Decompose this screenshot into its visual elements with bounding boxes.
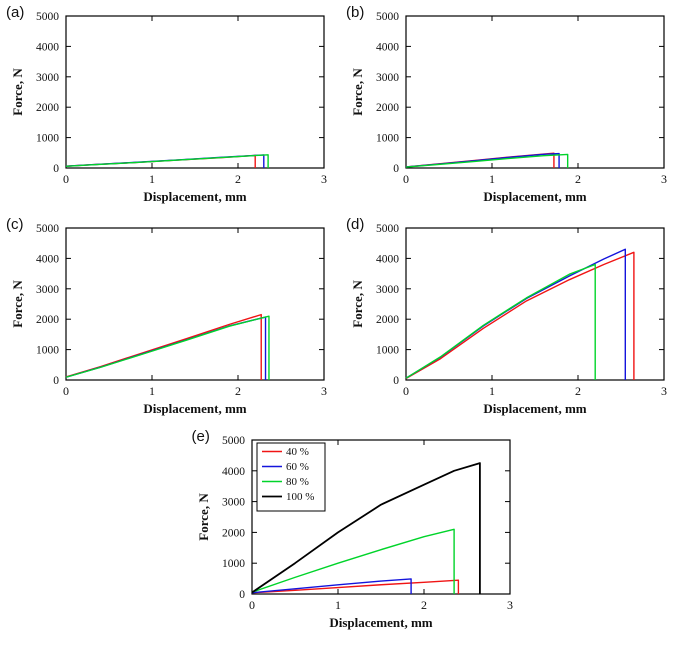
- chart-d: 0 1 2 3 0 1000 2000 3000 4000 5000 Displacement, m…: [350, 223, 667, 416]
- panel-a: (a) 0 1 2 3 0 1000 2000 3000 4000 5000 Displacemen…: [4, 4, 344, 210]
- svg-text:0: 0: [393, 375, 399, 387]
- svg-text:100 %: 100 %: [286, 491, 314, 503]
- panel-label-d: (d): [346, 216, 365, 233]
- svg-text:4000: 4000: [376, 253, 399, 265]
- svg-text:2000: 2000: [36, 314, 59, 326]
- chart-e: 0 1 2 3 0 1000 2000 3000 4000 5000 Displacement, m…: [196, 435, 513, 630]
- svg-text:40 %: 40 %: [286, 446, 309, 458]
- svg-text:3: 3: [661, 172, 667, 186]
- panel-label-b: (b): [346, 4, 365, 21]
- svg-text:0: 0: [403, 384, 409, 398]
- force-displacement-figure: (a) 0 1 2 3 0 1000 2000 3000 4000 5000 Displacemen…: [0, 4, 695, 634]
- svg-text:2: 2: [235, 384, 241, 398]
- svg-text:3: 3: [321, 384, 327, 398]
- panel-label-c: (c): [6, 216, 24, 233]
- svg-text:Force, N: Force, N: [196, 493, 211, 541]
- svg-text:2000: 2000: [222, 527, 245, 539]
- svg-text:1000: 1000: [36, 345, 59, 357]
- svg-text:0: 0: [403, 172, 409, 186]
- svg-text:60 %: 60 %: [286, 461, 309, 473]
- svg-text:4000: 4000: [376, 41, 399, 53]
- svg-text:0: 0: [63, 172, 69, 186]
- svg-text:2: 2: [575, 384, 581, 398]
- svg-text:3000: 3000: [36, 284, 59, 296]
- svg-text:0: 0: [63, 384, 69, 398]
- svg-text:Force, N: Force, N: [350, 68, 365, 116]
- svg-text:5000: 5000: [376, 223, 399, 235]
- svg-text:2: 2: [421, 598, 427, 612]
- svg-text:5000: 5000: [36, 223, 59, 235]
- panel-c: (c) 0 1 2 3 0 1000 2000 3000 4000 5000 Displacemen…: [4, 216, 344, 422]
- svg-text:1000: 1000: [376, 133, 399, 145]
- figure-row-1: (a) 0 1 2 3 0 1000 2000 3000 4000 5000 Displacemen…: [0, 4, 695, 210]
- svg-text:2000: 2000: [376, 102, 399, 114]
- svg-text:1: 1: [149, 172, 155, 186]
- svg-text:0: 0: [249, 598, 255, 612]
- svg-text:Displacement, mm: Displacement, mm: [143, 189, 246, 204]
- svg-text:1000: 1000: [222, 558, 245, 570]
- panel-d: (d) 0 1 2 3 0 1000 2000 3000 4000 5000 Displacemen…: [344, 216, 684, 422]
- svg-text:Displacement, mm: Displacement, mm: [143, 401, 246, 416]
- svg-text:4000: 4000: [36, 41, 59, 53]
- chart-b: 0 1 2 3 0 1000 2000 3000 4000 5000 Displacement, m…: [350, 11, 667, 204]
- svg-text:Displacement, mm: Displacement, mm: [483, 401, 586, 416]
- panel-b: (b) 0 1 2 3 0 1000 2000 3000 4000 5000 Displacemen…: [344, 4, 684, 210]
- svg-text:0: 0: [53, 375, 59, 387]
- svg-text:1: 1: [149, 384, 155, 398]
- panel-label-a: (a): [6, 4, 25, 21]
- svg-text:Displacement, mm: Displacement, mm: [483, 189, 586, 204]
- svg-text:3000: 3000: [36, 72, 59, 84]
- panel-label-e: (e): [191, 428, 210, 445]
- chart-a: 0 1 2 3 0 1000 2000 3000 4000 5000 Displacement, m…: [10, 11, 327, 204]
- svg-text:0: 0: [393, 163, 399, 175]
- svg-text:1000: 1000: [376, 345, 399, 357]
- svg-text:1: 1: [489, 384, 495, 398]
- svg-text:5000: 5000: [222, 435, 245, 447]
- svg-text:80 %: 80 %: [286, 476, 309, 488]
- svg-text:4000: 4000: [36, 253, 59, 265]
- svg-text:1: 1: [335, 598, 341, 612]
- svg-text:2: 2: [235, 172, 241, 186]
- svg-text:3: 3: [507, 598, 513, 612]
- svg-text:Force, N: Force, N: [350, 280, 365, 328]
- svg-text:2: 2: [575, 172, 581, 186]
- svg-text:0: 0: [53, 163, 59, 175]
- svg-text:Displacement, mm: Displacement, mm: [329, 615, 432, 630]
- svg-text:1000: 1000: [36, 133, 59, 145]
- svg-text:4000: 4000: [222, 466, 245, 478]
- svg-text:3: 3: [321, 172, 327, 186]
- panel-e: (e) 0 1 2 3 0 1000 2000 3000 4000 5000 Displacemen…: [190, 428, 530, 634]
- svg-text:3000: 3000: [376, 72, 399, 84]
- figure-row-2: (c) 0 1 2 3 0 1000 2000 3000 4000 5000 Displacemen…: [0, 216, 695, 422]
- svg-text:5000: 5000: [376, 11, 399, 23]
- svg-text:Force, N: Force, N: [10, 68, 25, 116]
- svg-text:Force, N: Force, N: [10, 280, 25, 328]
- svg-text:1: 1: [489, 172, 495, 186]
- svg-text:0: 0: [239, 589, 245, 601]
- svg-text:2000: 2000: [36, 102, 59, 114]
- svg-text:3000: 3000: [376, 284, 399, 296]
- figure-row-3: (e) 0 1 2 3 0 1000 2000 3000 4000 5000 Displacemen…: [0, 428, 695, 634]
- svg-text:2000: 2000: [376, 314, 399, 326]
- svg-text:3: 3: [661, 384, 667, 398]
- chart-c: 0 1 2 3 0 1000 2000 3000 4000 5000 Displacement, m…: [10, 223, 327, 416]
- svg-text:3000: 3000: [222, 497, 245, 509]
- svg-text:5000: 5000: [36, 11, 59, 23]
